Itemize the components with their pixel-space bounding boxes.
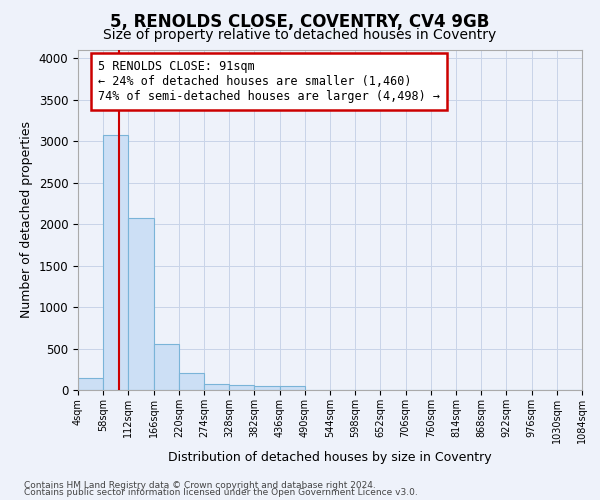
Text: Contains HM Land Registry data © Crown copyright and database right 2024.: Contains HM Land Registry data © Crown c…	[24, 480, 376, 490]
Bar	[78, 378, 103, 390]
X-axis label: Distribution of detached houses by size in Coventry: Distribution of detached houses by size …	[168, 451, 492, 464]
Text: 5 RENOLDS CLOSE: 91sqm
← 24% of detached houses are smaller (1,460)
74% of semi-: 5 RENOLDS CLOSE: 91sqm ← 24% of detached…	[98, 60, 440, 103]
Bar	[204, 384, 229, 390]
Bar	[154, 344, 179, 390]
Text: Contains public sector information licensed under the Open Government Licence v3: Contains public sector information licen…	[24, 488, 418, 497]
Text: 5, RENOLDS CLOSE, COVENTRY, CV4 9GB: 5, RENOLDS CLOSE, COVENTRY, CV4 9GB	[110, 12, 490, 30]
Bar	[280, 386, 305, 390]
Bar	[128, 218, 154, 390]
Bar	[103, 136, 128, 390]
Bar	[254, 386, 280, 390]
Y-axis label: Number of detached properties: Number of detached properties	[20, 122, 33, 318]
Bar	[179, 374, 204, 390]
Text: Size of property relative to detached houses in Coventry: Size of property relative to detached ho…	[103, 28, 497, 42]
Bar	[229, 386, 254, 390]
